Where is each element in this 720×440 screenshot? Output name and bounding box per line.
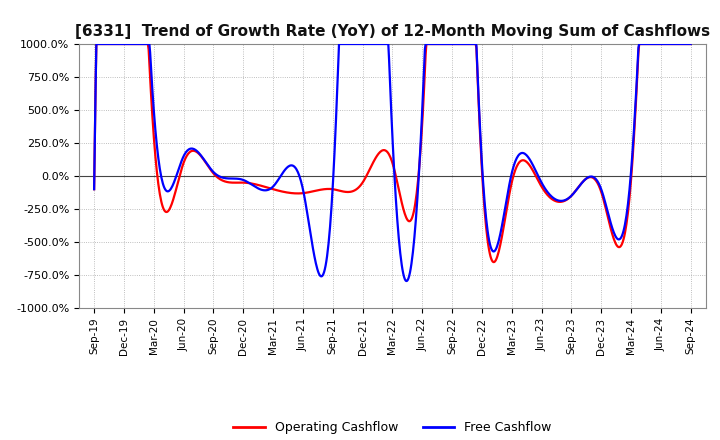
Free Cashflow: [92, 41, 101, 47]
Free Cashflow: [544, 190, 552, 195]
Line: Operating Cashflow: Operating Cashflow: [94, 44, 690, 262]
Free Cashflow: [90, 187, 99, 192]
Operating Cashflow: [686, 41, 695, 47]
Operating Cashflow: [453, 41, 462, 47]
Free Cashflow: [472, 41, 480, 47]
Operating Cashflow: [90, 187, 99, 192]
Operating Cashflow: [437, 41, 446, 47]
Free Cashflow: [127, 41, 136, 47]
Operating Cashflow: [92, 41, 101, 47]
Operating Cashflow: [605, 220, 613, 226]
Title: [6331]  Trend of Growth Rate (YoY) of 12-Month Moving Sum of Cashflows: [6331] Trend of Growth Rate (YoY) of 12-…: [75, 24, 710, 39]
Line: Free Cashflow: Free Cashflow: [94, 44, 690, 281]
Free Cashflow: [438, 41, 446, 47]
Legend: Operating Cashflow, Free Cashflow: Operating Cashflow, Free Cashflow: [228, 416, 557, 439]
Free Cashflow: [605, 215, 613, 220]
Operating Cashflow: [471, 41, 480, 47]
Operating Cashflow: [490, 260, 498, 265]
Free Cashflow: [686, 41, 695, 47]
Operating Cashflow: [544, 193, 552, 198]
Operating Cashflow: [127, 41, 136, 47]
Free Cashflow: [454, 41, 462, 47]
Free Cashflow: [402, 279, 410, 284]
